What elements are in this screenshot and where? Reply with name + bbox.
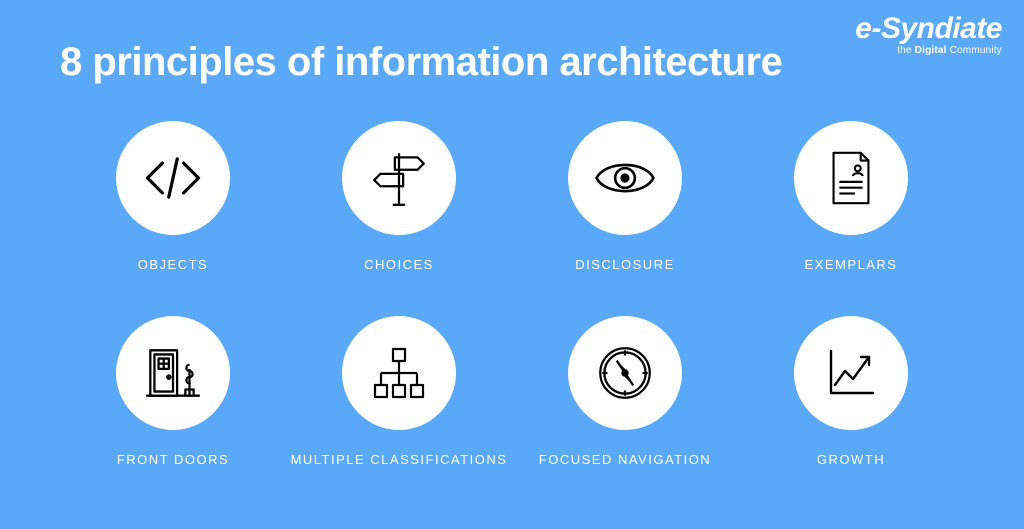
signpost-icon <box>366 145 432 211</box>
principle-growth: GROWTH <box>738 316 964 467</box>
principle-label: DISCLOSURE <box>575 257 675 272</box>
principle-objects: OBJECTS <box>60 121 286 272</box>
brand-name: e-Syndiate <box>855 14 1002 44</box>
principle-label: GROWTH <box>817 452 885 467</box>
icon-circle <box>342 121 456 235</box>
profile-doc-icon <box>820 147 882 209</box>
hierarchy-icon <box>367 341 431 405</box>
principle-label: CHOICES <box>364 257 434 272</box>
icon-circle <box>794 316 908 430</box>
principles-grid: OBJECTS CHOICES <box>60 121 964 467</box>
page-title: 8 principles of information architecture <box>60 40 964 85</box>
icon-circle <box>568 121 682 235</box>
infographic-panel: e-Syndiate the Digital Community 8 princ… <box>0 0 1024 529</box>
growth-chart-icon <box>819 341 883 405</box>
principle-focused-navigation: FOCUSED NAVIGATION <box>512 316 738 467</box>
icon-circle <box>116 121 230 235</box>
icon-circle <box>568 316 682 430</box>
principle-label: MULTIPLE CLASSIFICATIONS <box>291 452 508 467</box>
principle-front-doors: FRONT DOORS <box>60 316 286 467</box>
brand-tagline: the Digital Community <box>855 46 1002 56</box>
compass-icon <box>592 340 658 406</box>
principle-label: EXEMPLARS <box>805 257 898 272</box>
principle-label: FRONT DOORS <box>117 452 229 467</box>
principle-disclosure: DISCLOSURE <box>512 121 738 272</box>
code-icon <box>139 144 207 212</box>
principle-choices: CHOICES <box>286 121 512 272</box>
door-plant-icon <box>140 340 206 406</box>
icon-circle <box>794 121 908 235</box>
principle-exemplars: EXEMPLARS <box>738 121 964 272</box>
principle-label: OBJECTS <box>138 257 208 272</box>
principle-label: FOCUSED NAVIGATION <box>539 452 711 467</box>
icon-circle <box>342 316 456 430</box>
principle-multiple-classifications: MULTIPLE CLASSIFICATIONS <box>286 316 512 467</box>
brand-logo: e-Syndiate the Digital Community <box>855 14 1002 56</box>
eye-icon <box>590 143 660 213</box>
icon-circle <box>116 316 230 430</box>
